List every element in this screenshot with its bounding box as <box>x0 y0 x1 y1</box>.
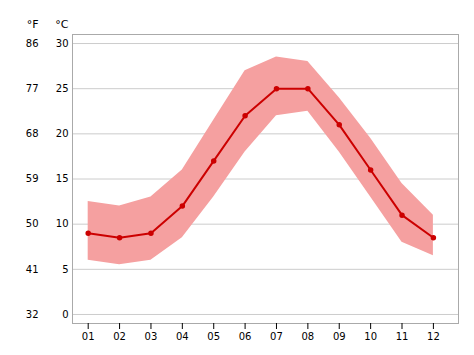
svg-text:06: 06 <box>239 331 252 342</box>
svg-text:77: 77 <box>26 83 39 94</box>
svg-text:0: 0 <box>62 309 68 320</box>
svg-text:11: 11 <box>396 331 409 342</box>
svg-text:86: 86 <box>26 38 39 49</box>
svg-text:68: 68 <box>26 128 39 139</box>
svg-text:20: 20 <box>56 128 69 139</box>
svg-text:32: 32 <box>26 309 39 320</box>
svg-text:50: 50 <box>26 218 39 229</box>
svg-text:07: 07 <box>270 331 283 342</box>
svg-text:59: 59 <box>26 173 39 184</box>
svg-text:41: 41 <box>26 264 39 275</box>
svg-text:04: 04 <box>176 331 189 342</box>
svg-text:10: 10 <box>364 331 377 342</box>
svg-text:01: 01 <box>82 331 95 342</box>
svg-text:25: 25 <box>56 83 69 94</box>
svg-text:10: 10 <box>56 218 69 229</box>
svg-text:30: 30 <box>56 38 69 49</box>
svg-text:12: 12 <box>427 331 440 342</box>
svg-text:09: 09 <box>333 331 346 342</box>
svg-text:°C: °C <box>55 18 69 31</box>
svg-text:15: 15 <box>56 173 69 184</box>
svg-text:°F: °F <box>27 18 39 31</box>
svg-text:02: 02 <box>113 331 126 342</box>
svg-text:08: 08 <box>301 331 314 342</box>
svg-text:5: 5 <box>62 264 68 275</box>
svg-text:03: 03 <box>145 331 158 342</box>
svg-text:05: 05 <box>207 331 220 342</box>
